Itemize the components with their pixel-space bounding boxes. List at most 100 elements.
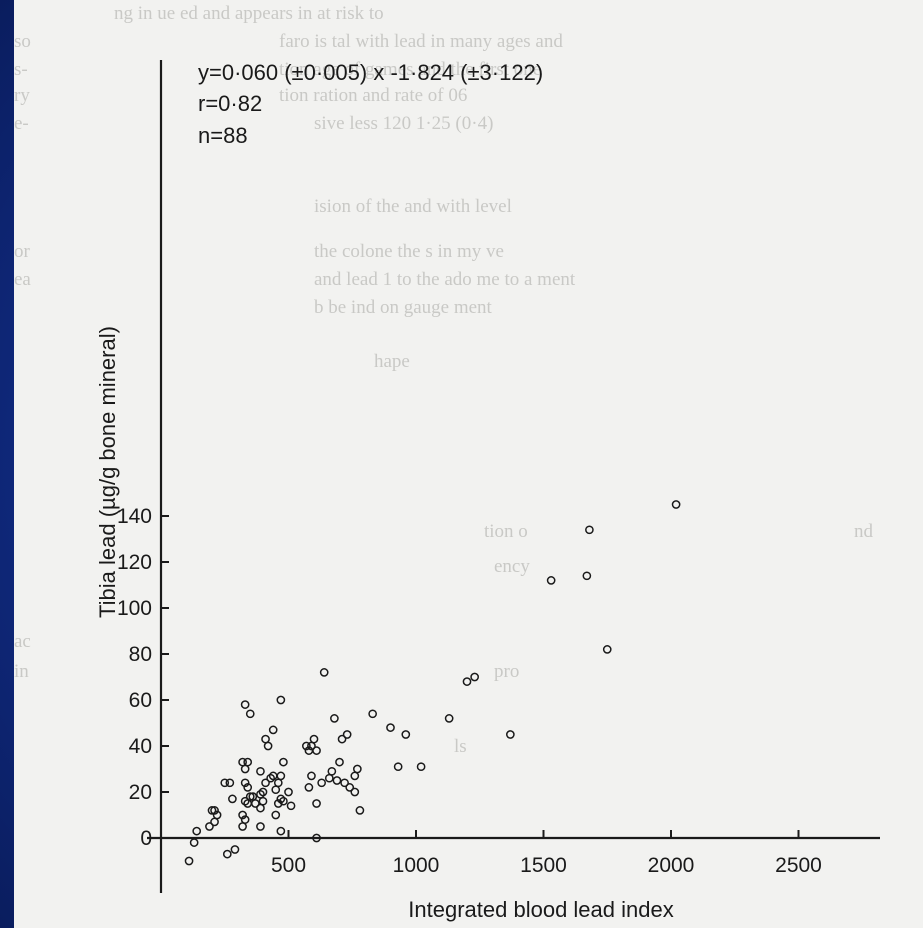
scatter-point xyxy=(302,741,311,751)
scatter-point xyxy=(284,787,293,797)
scatter-point xyxy=(470,672,479,682)
scatter-point xyxy=(416,762,426,772)
axes xyxy=(147,60,880,893)
scatter-point xyxy=(210,817,219,827)
scatter-point xyxy=(263,741,273,751)
scatter-point xyxy=(340,778,349,788)
scatter-point xyxy=(189,838,199,847)
y-tick-label: 40 xyxy=(129,735,152,758)
scatter-point xyxy=(238,822,247,831)
scatter-point xyxy=(266,773,275,783)
scatter-point xyxy=(602,645,612,654)
scatter-point xyxy=(386,723,395,732)
scatter-point xyxy=(401,730,411,739)
scatter-point xyxy=(240,700,250,709)
tick-labels: 0 20 40 60 80 100 120 140 500 1000 1500 2000 2500 xyxy=(117,505,822,877)
scatter-point xyxy=(506,730,515,739)
scatter-point xyxy=(286,801,296,811)
x-tick-label: 1500 xyxy=(520,854,567,877)
scatter-point xyxy=(271,785,281,795)
scatter-point xyxy=(350,771,360,781)
scatter-point xyxy=(330,714,339,723)
y-tick-label: 140 xyxy=(117,505,152,528)
y-tick-label: 80 xyxy=(129,643,152,666)
scatter-point xyxy=(368,709,377,719)
scatter-point xyxy=(312,833,321,843)
scatter-point xyxy=(342,730,352,739)
x-axis-title: Integrated blood lead index xyxy=(408,897,673,922)
x-tick-label: 500 xyxy=(271,854,306,877)
scatter-point xyxy=(307,741,316,751)
scatter-point xyxy=(279,757,288,767)
scatter-point xyxy=(210,806,219,815)
y-tick-label: 0 xyxy=(140,827,152,850)
sample-size: n=88 xyxy=(198,123,248,148)
scatter-point xyxy=(261,734,270,744)
scatter-point xyxy=(273,799,283,808)
scatter-point xyxy=(222,849,232,859)
correlation-coefficient: r=0·82 xyxy=(198,91,262,116)
scatter-point xyxy=(256,803,265,813)
scatter-point xyxy=(276,695,286,705)
scatter-point xyxy=(276,771,286,781)
scatter-point xyxy=(273,778,283,788)
scatter-point xyxy=(312,746,321,755)
x-tick-label: 1000 xyxy=(393,854,440,877)
scatter-point xyxy=(256,766,265,776)
scatter-point xyxy=(444,714,454,723)
scatter-point xyxy=(230,845,240,854)
scatter-point xyxy=(258,796,268,806)
scatter-point xyxy=(355,806,365,815)
scatter-point xyxy=(256,789,265,799)
scatter-point xyxy=(317,778,326,788)
scatter-point xyxy=(258,787,268,797)
scatter-point xyxy=(337,734,347,744)
x-tick-label: 2500 xyxy=(775,854,822,877)
scatter-point xyxy=(240,778,250,788)
scatter-point xyxy=(243,783,253,792)
scatter-point xyxy=(335,757,344,767)
y-axis-title: Tibia lead (µg/g bone mineral) xyxy=(95,326,120,618)
scatter-point xyxy=(353,764,362,774)
regression-equation: y=0·060 (±0·005) x -1·824 (±3·122) xyxy=(198,60,543,85)
scatter-point xyxy=(319,668,329,677)
scatter-point xyxy=(671,500,681,509)
scatter-point xyxy=(350,787,360,797)
scatter-point xyxy=(256,822,265,831)
scatter-point xyxy=(207,806,217,815)
scatter-point xyxy=(582,571,592,581)
tick-marks xyxy=(161,515,800,839)
scatter-point xyxy=(245,709,255,719)
scatter-point xyxy=(276,826,286,836)
x-tick-label: 2000 xyxy=(648,854,695,877)
y-tick-label: 60 xyxy=(129,689,152,712)
scatter-point xyxy=(546,576,556,585)
scatter-point xyxy=(240,764,250,774)
scatter-point xyxy=(192,826,202,836)
y-tick-label: 100 xyxy=(117,597,152,620)
scatter-point xyxy=(220,778,230,788)
scatter-point xyxy=(307,771,316,781)
scatter-point xyxy=(276,794,286,804)
scatter-point xyxy=(268,725,278,735)
y-tick-label: 120 xyxy=(117,551,152,574)
scatter-point xyxy=(243,757,253,767)
scatter-point xyxy=(240,796,250,806)
scatter-point xyxy=(324,773,334,783)
scatter-point xyxy=(268,771,278,781)
y-tick-label: 20 xyxy=(129,781,152,804)
scatter-point xyxy=(332,776,342,785)
scatter-point xyxy=(251,799,260,808)
scatter-point xyxy=(309,734,319,744)
scatter-point xyxy=(279,796,288,806)
scatter-point xyxy=(261,778,270,788)
scatter-point xyxy=(225,778,235,788)
scatter-point xyxy=(184,856,194,866)
scatter-point xyxy=(327,766,337,776)
scatter-point xyxy=(462,677,472,686)
data-points xyxy=(184,500,681,866)
scatter-point xyxy=(205,822,214,831)
scatter-point xyxy=(228,794,237,804)
scatter-point xyxy=(393,762,403,772)
